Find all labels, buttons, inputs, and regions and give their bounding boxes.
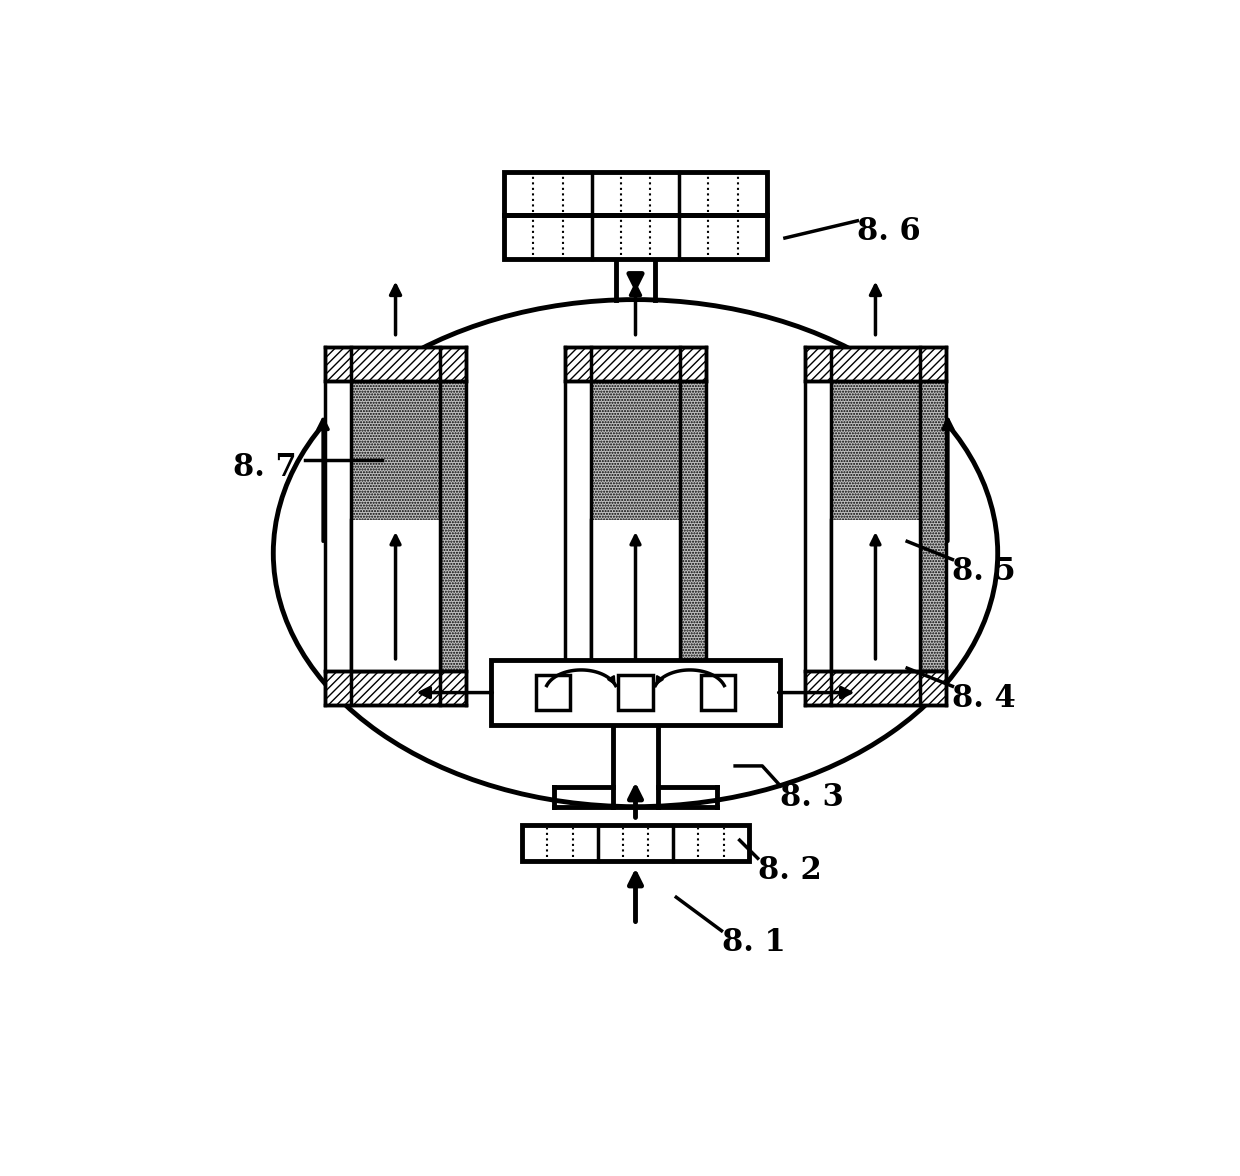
Bar xyxy=(351,520,440,670)
Ellipse shape xyxy=(273,300,998,807)
Bar xyxy=(565,670,706,706)
Bar xyxy=(325,347,351,706)
Bar xyxy=(805,347,831,706)
Bar xyxy=(505,215,766,259)
Bar xyxy=(831,520,920,670)
Text: 8. 5: 8. 5 xyxy=(952,556,1016,587)
Text: 8. 4: 8. 4 xyxy=(952,682,1017,714)
Bar xyxy=(805,347,946,706)
Bar xyxy=(805,347,946,706)
Text: 8. 2: 8. 2 xyxy=(758,855,821,886)
Bar xyxy=(590,520,681,670)
Bar xyxy=(565,347,590,706)
Text: 8. 3: 8. 3 xyxy=(780,782,844,813)
Bar xyxy=(536,675,570,710)
Bar xyxy=(491,660,780,726)
Text: 8. 1: 8. 1 xyxy=(722,927,785,958)
Text: 8. 7: 8. 7 xyxy=(233,452,296,482)
Bar xyxy=(522,824,749,861)
Bar xyxy=(505,172,766,215)
Bar xyxy=(325,347,466,381)
Bar xyxy=(565,347,706,706)
Bar xyxy=(325,347,466,706)
Bar xyxy=(325,670,466,706)
Text: 8. 6: 8. 6 xyxy=(857,216,921,247)
Bar xyxy=(325,347,466,706)
Bar xyxy=(565,347,706,381)
Bar xyxy=(701,675,735,710)
Bar xyxy=(619,675,652,710)
Bar xyxy=(805,670,946,706)
Bar xyxy=(805,347,946,381)
Bar xyxy=(565,347,706,706)
